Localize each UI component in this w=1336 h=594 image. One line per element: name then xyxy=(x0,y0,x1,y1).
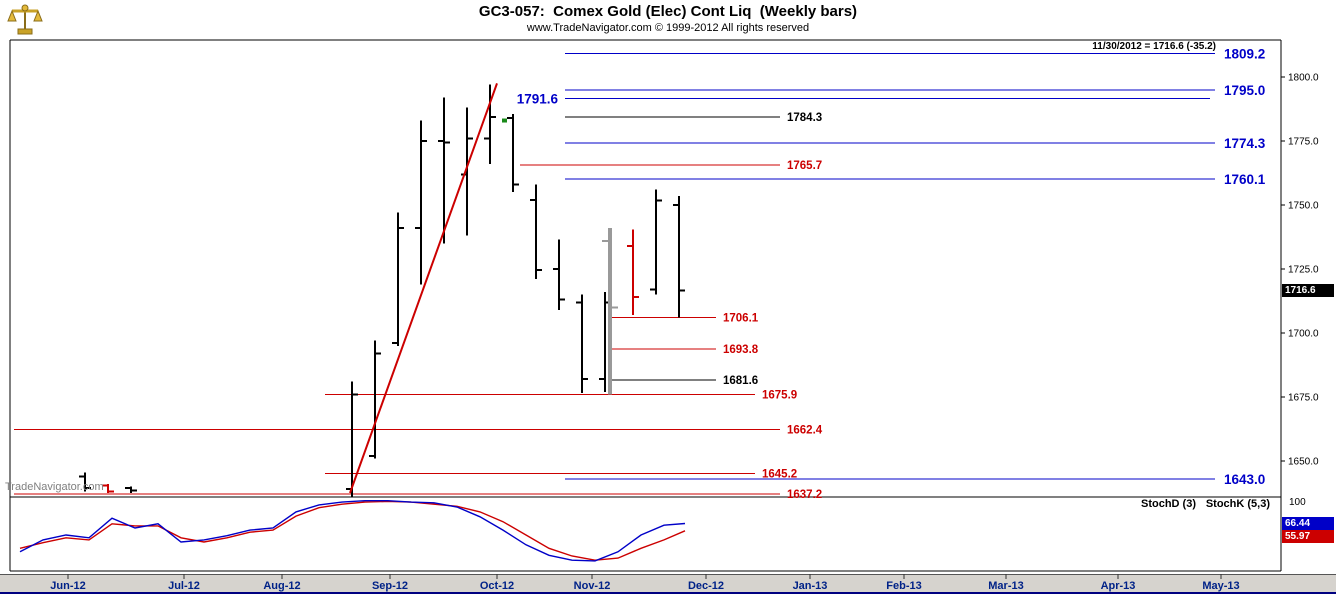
level-label: 1809.2 xyxy=(1224,46,1265,61)
last-bar-readout: 11/30/2012 = 1716.6 (-35.2) xyxy=(1092,41,1216,52)
date-label: Apr-13 xyxy=(1101,580,1136,592)
date-label: Jul-12 xyxy=(168,580,200,592)
level-label: 1662.4 xyxy=(787,424,823,436)
level-label: 1675.9 xyxy=(762,390,797,402)
level-label: 1681.6 xyxy=(723,375,758,387)
price-tick-label: 1675.0 xyxy=(1288,393,1319,404)
price-tick-label: 1700.0 xyxy=(1288,329,1319,340)
level-label: 1795.0 xyxy=(1224,83,1265,98)
stoch-k-line xyxy=(19,500,686,562)
level-label: 1760.1 xyxy=(1224,172,1266,187)
price-tick-label: 1750.0 xyxy=(1288,201,1319,212)
stoch-d-line xyxy=(19,500,686,561)
trade-navigator-logo xyxy=(6,2,44,36)
watermark: TradeNavigator.com xyxy=(5,481,104,493)
level-label: 1643.0 xyxy=(1224,472,1265,487)
date-label: Dec-12 xyxy=(688,580,724,592)
price-tick-label: 1725.0 xyxy=(1288,265,1319,276)
date-label: May-13 xyxy=(1202,580,1239,592)
price-tick-label: 1800.0 xyxy=(1288,73,1319,84)
price-tick-label: 1650.0 xyxy=(1288,457,1319,468)
level-label: 1784.3 xyxy=(787,112,822,124)
stoch-k-value-badge: 66.44 xyxy=(1282,517,1334,530)
level-label: 1637.2 xyxy=(787,489,822,501)
trend-line xyxy=(349,83,498,494)
level-label: 1791.6 xyxy=(517,92,559,107)
level-label: 1693.8 xyxy=(723,344,759,356)
level-label: 1706.1 xyxy=(723,312,759,324)
level-label: 1774.3 xyxy=(1224,136,1266,151)
date-label: Nov-12 xyxy=(574,580,611,592)
stoch-scale-100-label: 100 xyxy=(1289,497,1306,508)
date-label: Aug-12 xyxy=(263,580,300,592)
stoch-d-legend-label[interactable]: StochD (3) xyxy=(1141,498,1196,510)
price-tick-label: 1775.0 xyxy=(1288,137,1319,148)
date-label: Mar-13 xyxy=(988,580,1023,592)
peak-marker xyxy=(502,118,507,123)
level-label: 1645.2 xyxy=(762,468,797,480)
last-price-badge: 1716.6 xyxy=(1282,284,1334,297)
date-label: Feb-13 xyxy=(886,580,921,592)
chart-title: GC3-057: Comex Gold (Elec) Cont Liq (Wee… xyxy=(478,3,858,20)
date-label: Jan-13 xyxy=(793,580,828,592)
stoch-k-legend-label[interactable]: StochK (5,3) xyxy=(1205,498,1270,510)
date-label: Jun-12 xyxy=(50,580,85,592)
level-label: 1765.7 xyxy=(787,160,822,172)
date-label: Oct-12 xyxy=(480,580,514,592)
chart-subtitle: www.TradeNavigator.com © 1999-2012 All r… xyxy=(526,22,810,34)
scales-icon xyxy=(7,4,43,35)
date-label: Sep-12 xyxy=(372,580,408,592)
stoch-d-value-badge: 55.97 xyxy=(1282,530,1334,543)
date-axis-strip xyxy=(0,574,1336,594)
